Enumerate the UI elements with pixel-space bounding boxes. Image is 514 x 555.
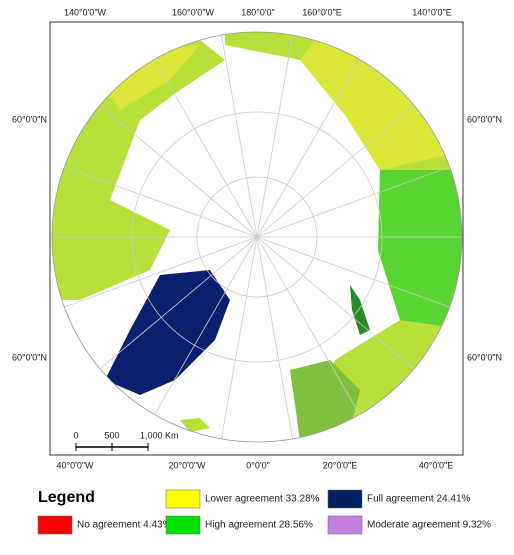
graticule-label: 40°0'0"W: [56, 460, 94, 470]
graticule-label: 20°0'0"W: [168, 460, 206, 470]
meridian: [256, 236, 426, 379]
legend-swatch: [165, 489, 201, 509]
graticule-label: 60°0'0"N: [467, 114, 502, 124]
meridian: [256, 32, 296, 238]
greenland: [105, 270, 230, 395]
scale-label: 1,000 Km: [140, 430, 179, 440]
map-body: [52, 32, 462, 442]
graticule-label: 140°0'0"E: [412, 7, 452, 17]
graticule-label: 40°0'0"E: [419, 460, 454, 470]
scale-label: 500: [104, 430, 119, 440]
graticule-label: 160°0'0"E: [302, 7, 342, 17]
meridian: [256, 46, 368, 238]
legend-label: Moderate agreement 9.32%: [367, 520, 491, 531]
graticule-label: 180°0'0": [241, 7, 275, 17]
graticule-label: 20°0'0"E: [323, 460, 358, 470]
novaya-zemlya: [350, 285, 370, 335]
legend-label: High agreement 28.56%: [205, 520, 313, 531]
meridian: [256, 161, 462, 238]
legend-label: Lower agreement 33.28%: [205, 494, 320, 505]
meridian: [218, 236, 258, 442]
meridian: [256, 236, 368, 428]
graticule-label: 60°0'0"N: [12, 352, 47, 362]
north-america-texture: [100, 45, 200, 110]
legend-swatch: [327, 515, 363, 535]
graticule-label: 0°0'0": [246, 460, 270, 470]
meridian: [218, 32, 258, 238]
meridian: [88, 236, 258, 379]
legend-title: Legend: [38, 489, 95, 506]
graticule: [52, 32, 462, 442]
meridian: [256, 236, 296, 442]
meridian: [256, 236, 462, 313]
map-edge: [51, 31, 463, 443]
meridian: [52, 236, 258, 313]
meridian: [52, 161, 258, 238]
legend-label: No agreement 4.43%: [77, 520, 172, 531]
north-america: [52, 40, 225, 300]
scandinavia: [290, 360, 360, 440]
scale-label: 0: [73, 430, 78, 440]
graticule-label: 140°0'0"W: [64, 7, 107, 17]
meridian: [146, 236, 258, 428]
eurasia-texture: [378, 170, 462, 330]
legend-swatch: [327, 489, 363, 509]
meridian: [256, 95, 426, 238]
meridian: [88, 95, 258, 238]
legend-label: Full agreement 24.41%: [367, 494, 471, 505]
legend-swatch: [37, 515, 73, 535]
graticule-label: 160°0'0"W: [172, 7, 215, 17]
iceland: [180, 418, 210, 432]
legend-swatch: [165, 515, 201, 535]
graticule-label: 60°0'0"N: [12, 114, 47, 124]
meridian: [146, 46, 258, 238]
graticule-label: 60°0'0"N: [467, 352, 502, 362]
